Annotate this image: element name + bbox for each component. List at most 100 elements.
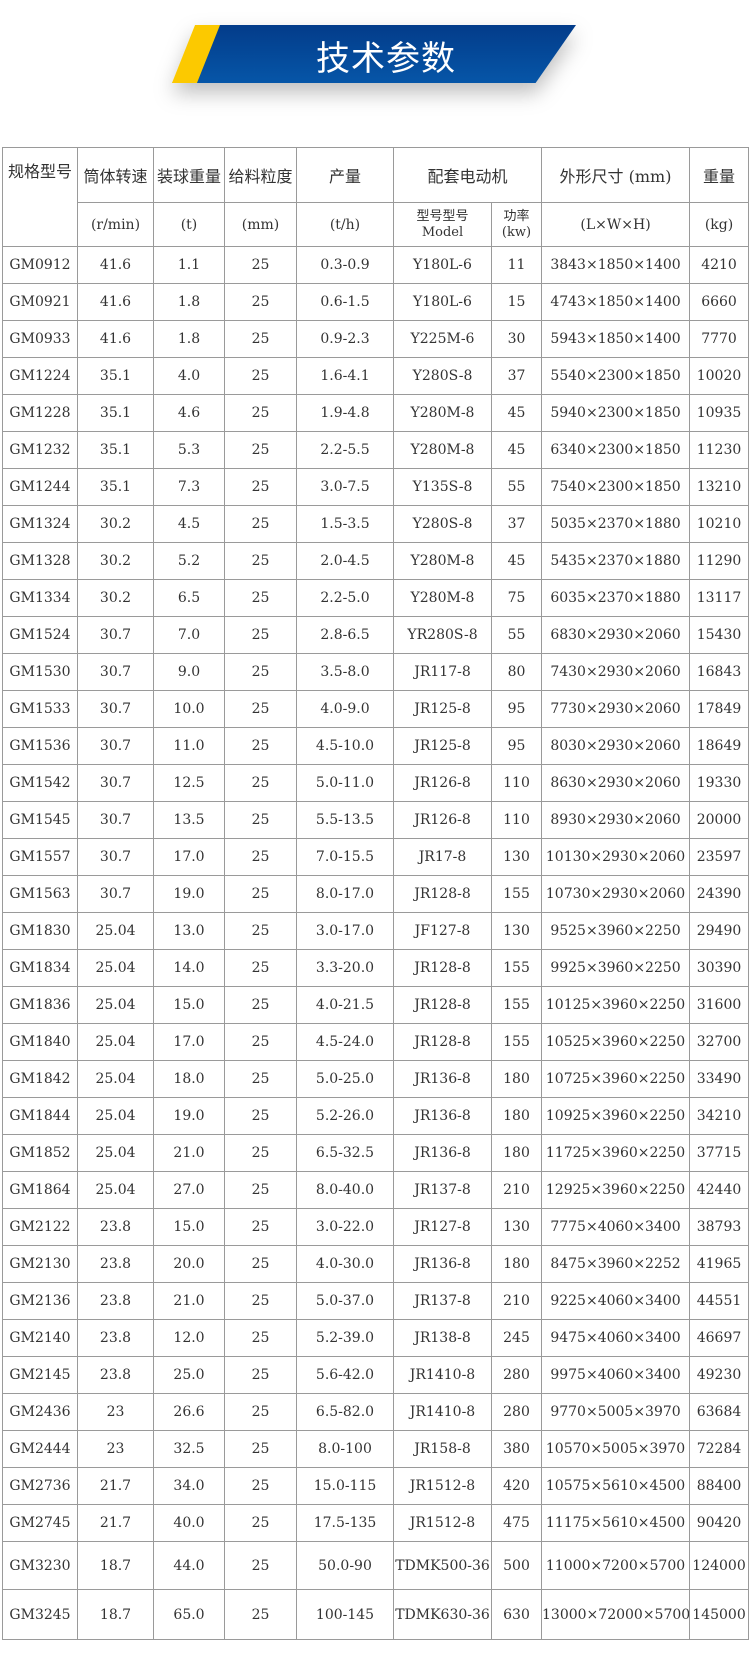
cell-feed: 25: [224, 764, 297, 802]
cell-weight: 145000: [689, 1589, 750, 1640]
cell-speed: 23.8: [77, 1245, 154, 1283]
cell-spec: GM1852: [2, 1134, 78, 1172]
cell-motor-model: JR137-8: [393, 1171, 492, 1209]
cell-motor-model: Y280M-8: [393, 394, 492, 432]
cell-motor-model: JR136-8: [393, 1245, 492, 1283]
cell-size: 10570×5005×3970: [541, 1430, 691, 1468]
cell-size: 10925×3960×2250: [541, 1097, 691, 1135]
cell-output: 5.6-42.0: [296, 1356, 394, 1394]
cell-ball: 6.5: [153, 579, 225, 617]
table-row: GM1830 25.04 13.0 25 3.0-17.0 JF127-8 130 9525×…: [2, 912, 750, 950]
cell-power: 630: [490, 1589, 543, 1640]
cell-ball: 34.0: [153, 1467, 225, 1505]
table-row: GM1557 30.7 17.0 25 7.0-15.5 JR17-8 130 10130×2…: [2, 838, 750, 876]
cell-output: 3.3-20.0: [296, 949, 394, 987]
cell-feed: 25: [224, 727, 297, 765]
cell-output: 5.2-26.0: [296, 1097, 394, 1135]
cell-speed: 35.1: [77, 394, 154, 432]
cell-speed: 25.04: [77, 1171, 154, 1209]
cell-weight: 29490: [689, 912, 750, 950]
cell-feed: 25: [224, 1467, 297, 1505]
cell-power: 37: [490, 357, 543, 395]
table-row: GM2736 21.7 34.0 25 15.0-115 JR1512-8 420 10575…: [2, 1467, 750, 1505]
cell-size: 5943×1850×1400: [541, 320, 691, 358]
cell-spec: GM3230: [2, 1541, 78, 1590]
cell-feed: 25: [224, 1060, 297, 1098]
cell-ball: 19.0: [153, 875, 225, 913]
table-row: GM1530 30.7 9.0 25 3.5-8.0 JR117-8 80 7430×2930…: [2, 653, 750, 691]
cell-speed: 30.2: [77, 505, 154, 543]
table-row: GM1224 35.1 4.0 25 1.6-4.1 Y280S-8 37 5540×2300…: [2, 357, 750, 395]
cell-spec: GM1844: [2, 1097, 78, 1135]
cell-ball: 1.8: [153, 283, 225, 321]
cell-output: 6.5-82.0: [296, 1393, 394, 1431]
header-spec: 规格型号: [2, 147, 78, 247]
cell-weight: 38793: [689, 1208, 750, 1246]
cell-spec: GM1224: [2, 357, 78, 395]
page-title: 技术参数: [316, 39, 456, 79]
cell-feed: 25: [224, 1356, 297, 1394]
cell-motor-model: JR136-8: [393, 1134, 492, 1172]
table-row: GM1563 30.7 19.0 25 8.0-17.0 JR128-8 155 10730×…: [2, 875, 750, 913]
table-row: GM1328 30.2 5.2 25 2.0-4.5 Y280M-8 45 5435×2370…: [2, 542, 750, 580]
cell-size: 12925×3960×2250: [541, 1171, 691, 1209]
cell-motor-model: Y280M-8: [393, 579, 492, 617]
table-row: GM0912 41.6 1.1 25 0.3-0.9 Y180L-6 11 3843×1850…: [2, 246, 750, 284]
cell-output: 15.0-115: [296, 1467, 394, 1505]
cell-feed: 25: [224, 838, 297, 876]
table-row: GM0921 41.6 1.8 25 0.6-1.5 Y180L-6 15 4743×1850…: [2, 283, 750, 321]
unit-output: (t/h): [296, 202, 394, 247]
cell-power: 180: [490, 1060, 543, 1098]
cell-output: 4.5-10.0: [296, 727, 394, 765]
cell-power: 95: [490, 727, 543, 765]
cell-speed: 25.04: [77, 1097, 154, 1135]
cell-size: 7430×2930×2060: [541, 653, 691, 691]
cell-power: 130: [490, 1208, 543, 1246]
cell-motor-model: JR17-8: [393, 838, 492, 876]
cell-output: 1.5-3.5: [296, 505, 394, 543]
cell-weight: 10210: [689, 505, 750, 543]
cell-speed: 21.7: [77, 1467, 154, 1505]
cell-motor-model: JR1410-8: [393, 1393, 492, 1431]
cell-size: 3843×1850×1400: [541, 246, 691, 284]
cell-ball: 1.8: [153, 320, 225, 358]
cell-motor-model: JR1512-8: [393, 1467, 492, 1505]
unit-row: (r/min) (t) (mm) (t/h) 型号型号 Model 功率 (kw) …: [3, 202, 750, 247]
cell-size: 9975×4060×3400: [541, 1356, 691, 1394]
cell-power: 210: [490, 1282, 543, 1320]
cell-size: 11175×5610×4500: [541, 1504, 691, 1542]
cell-size: 9475×4060×3400: [541, 1319, 691, 1357]
cell-output: 5.2-39.0: [296, 1319, 394, 1357]
cell-motor-model: JR125-8: [393, 690, 492, 728]
cell-output: 3.0-22.0: [296, 1208, 394, 1246]
cell-spec: GM2145: [2, 1356, 78, 1394]
cell-motor-model: JR158-8: [393, 1430, 492, 1468]
power-unit: (kw): [501, 224, 532, 240]
cell-feed: 25: [224, 1282, 297, 1320]
cell-speed: 25.04: [77, 1134, 154, 1172]
cell-ball: 17.0: [153, 1023, 225, 1061]
cell-power: 45: [490, 394, 543, 432]
cell-weight: 49230: [689, 1356, 750, 1394]
cell-power: 30: [490, 320, 543, 358]
cell-size: 7775×4060×3400: [541, 1208, 691, 1246]
cell-weight: 90420: [689, 1504, 750, 1542]
cell-weight: 30390: [689, 949, 750, 987]
cell-feed: 25: [224, 912, 297, 950]
cell-output: 50.0-90: [296, 1541, 394, 1590]
cell-spec: GM1244: [2, 468, 78, 506]
cell-output: 4.0-30.0: [296, 1245, 394, 1283]
cell-power: 180: [490, 1245, 543, 1283]
table-row: GM1542 30.7 12.5 25 5.0-11.0 JR126-8 110 8630×2…: [2, 764, 750, 802]
table-row: GM1524 30.7 7.0 25 2.8-6.5 YR280S-8 55 6830×293…: [2, 616, 750, 654]
cell-motor-model: Y280S-8: [393, 505, 492, 543]
spec-table: 规格型号 筒体转速 装球重量 给料粒度 产量 配套电动机 外形尺寸 (mm) 重…: [2, 147, 750, 1640]
cell-ball: 14.0: [153, 949, 225, 987]
cell-output: 1.9-4.8: [296, 394, 394, 432]
cell-size: 8475×3960×2252: [541, 1245, 691, 1283]
cell-motor-model: Y280M-8: [393, 431, 492, 469]
cell-speed: 35.1: [77, 468, 154, 506]
cell-ball: 40.0: [153, 1504, 225, 1542]
cell-power: 280: [490, 1393, 543, 1431]
cell-ball: 25.0: [153, 1356, 225, 1394]
